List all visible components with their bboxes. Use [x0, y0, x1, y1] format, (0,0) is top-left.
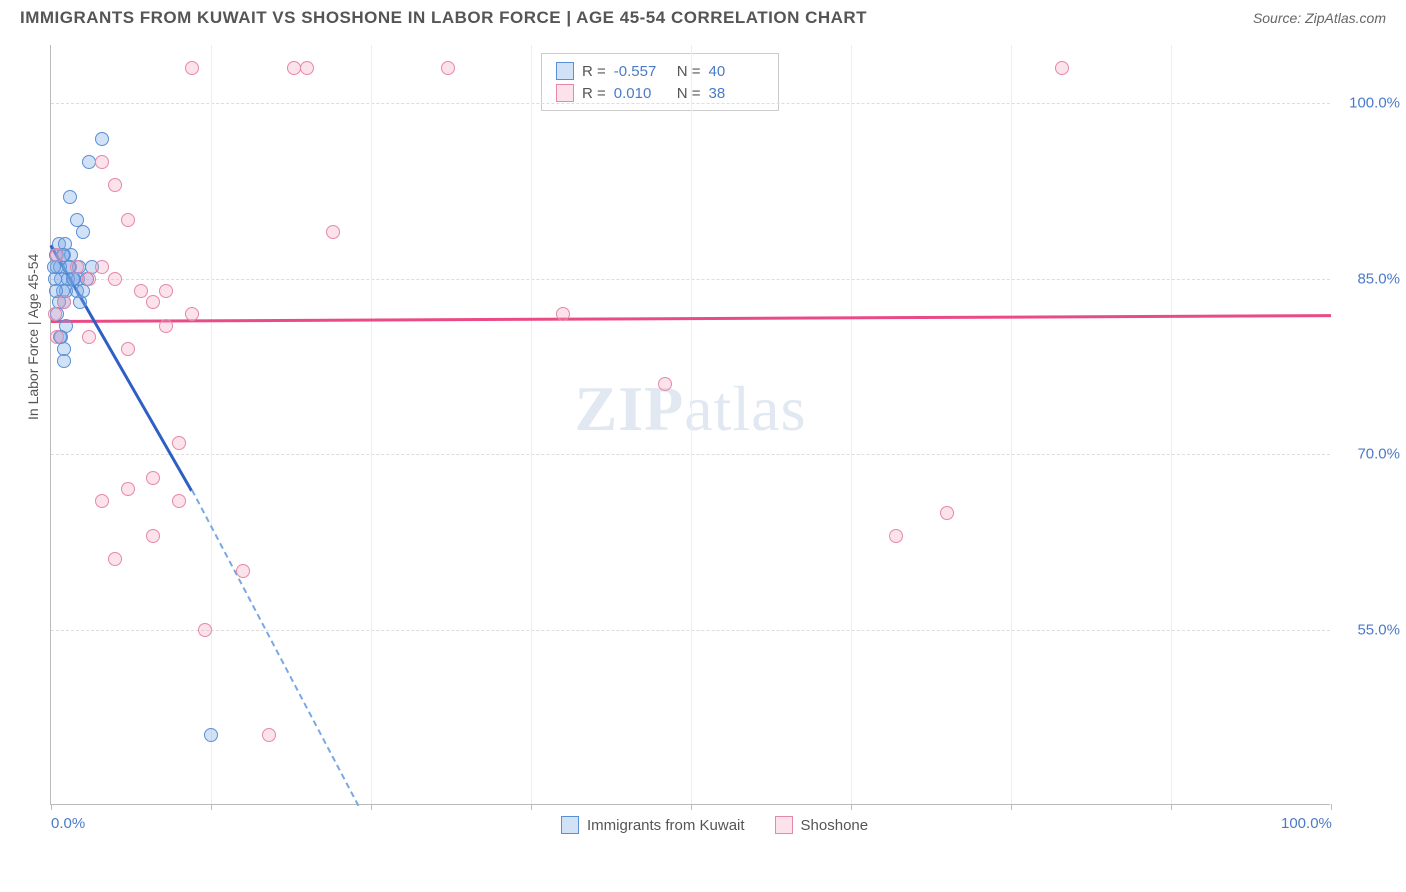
gridline	[531, 45, 532, 804]
x-tick	[1331, 804, 1332, 810]
data-point	[48, 307, 62, 321]
legend-item-shoshone: Shoshone	[775, 816, 869, 834]
data-point	[121, 213, 135, 227]
swatch-icon	[556, 84, 574, 102]
data-point	[262, 728, 276, 742]
data-point	[82, 272, 96, 286]
data-point	[172, 436, 186, 450]
swatch-icon	[561, 816, 579, 834]
data-point	[185, 307, 199, 321]
data-point	[300, 61, 314, 75]
x-tick-label: 100.0%	[1281, 815, 1332, 832]
data-point	[159, 284, 173, 298]
gridline	[211, 45, 212, 804]
data-point	[50, 330, 64, 344]
data-point	[146, 529, 160, 543]
data-point	[108, 178, 122, 192]
data-point	[108, 272, 122, 286]
chart-title: IMMIGRANTS FROM KUWAIT VS SHOSHONE IN LA…	[20, 8, 867, 28]
data-point	[159, 319, 173, 333]
data-point	[134, 284, 148, 298]
data-point	[658, 377, 672, 391]
data-point	[889, 529, 903, 543]
data-point	[63, 190, 77, 204]
x-tick	[51, 804, 52, 810]
data-point	[121, 482, 135, 496]
data-point	[326, 225, 340, 239]
data-point	[236, 564, 250, 578]
x-tick	[371, 804, 372, 810]
data-point	[441, 61, 455, 75]
data-point	[73, 295, 87, 309]
data-point	[198, 623, 212, 637]
gridline	[691, 45, 692, 804]
data-point	[185, 61, 199, 75]
data-point	[95, 132, 109, 146]
data-point	[95, 155, 109, 169]
x-tick	[211, 804, 212, 810]
data-point	[95, 260, 109, 274]
data-point	[1055, 61, 1069, 75]
data-point	[108, 552, 122, 566]
x-tick	[851, 804, 852, 810]
y-axis-label: In Labor Force | Age 45-54	[25, 254, 41, 420]
x-tick	[691, 804, 692, 810]
gridline	[851, 45, 852, 804]
gridline	[371, 45, 372, 804]
x-tick	[1011, 804, 1012, 810]
chart-source: Source: ZipAtlas.com	[1253, 10, 1386, 26]
series-legend: Immigrants from Kuwait Shoshone	[561, 816, 868, 834]
data-point	[82, 330, 96, 344]
y-tick-label: 70.0%	[1357, 446, 1400, 463]
data-point	[121, 342, 135, 356]
legend-row-shoshone: R = 0.010 N = 38	[556, 82, 764, 104]
regression-line	[191, 490, 359, 807]
y-tick-label: 85.0%	[1357, 270, 1400, 287]
legend-row-kuwait: R = -0.557 N = 40	[556, 60, 764, 82]
y-tick-label: 100.0%	[1349, 95, 1400, 112]
scatter-plot: ZIPatlas R = -0.557 N = 40 R = 0.010 N =…	[50, 45, 1330, 805]
x-tick	[531, 804, 532, 810]
gridline	[1011, 45, 1012, 804]
data-point	[204, 728, 218, 742]
y-tick-label: 55.0%	[1357, 621, 1400, 638]
data-point	[76, 225, 90, 239]
data-point	[95, 494, 109, 508]
data-point	[70, 260, 84, 274]
correlation-legend: R = -0.557 N = 40 R = 0.010 N = 38	[541, 53, 779, 111]
data-point	[556, 307, 570, 321]
x-tick	[1171, 804, 1172, 810]
chart-header: IMMIGRANTS FROM KUWAIT VS SHOSHONE IN LA…	[0, 0, 1406, 32]
data-point	[57, 295, 71, 309]
data-point	[940, 506, 954, 520]
swatch-icon	[775, 816, 793, 834]
data-point	[50, 248, 64, 262]
data-point	[146, 471, 160, 485]
data-point	[57, 354, 71, 368]
legend-item-kuwait: Immigrants from Kuwait	[561, 816, 745, 834]
swatch-icon	[556, 62, 574, 80]
gridline	[1171, 45, 1172, 804]
x-tick-label: 0.0%	[51, 815, 85, 832]
data-point	[172, 494, 186, 508]
data-point	[146, 295, 160, 309]
